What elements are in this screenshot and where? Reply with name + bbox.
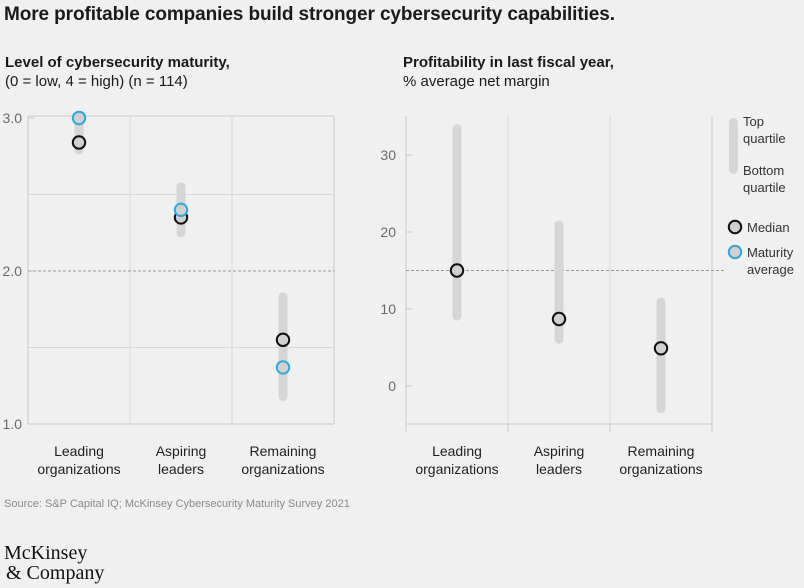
y-tick-label: 30 [380, 147, 396, 163]
legend-range-bar [729, 118, 738, 174]
x-tick-label: Remaining [628, 443, 695, 459]
legend-bottom-quartile-label-2: quartile [743, 180, 786, 195]
x-tick-label: Leading [54, 443, 104, 459]
legend-top-quartile-label: Top [743, 114, 764, 129]
source-note: Source: S&P Capital IQ; McKinsey Cyberse… [4, 498, 350, 510]
legend-top-quartile-label-2: quartile [743, 131, 786, 146]
legend: Top quartile Bottom quartile Median Matu… [727, 114, 794, 277]
y-tick-label: 2.0 [3, 263, 23, 279]
median-marker [653, 341, 669, 356]
x-tick-label: leaders [158, 461, 204, 477]
maturity-panel-title: Level of cybersecurity maturity, [5, 54, 230, 71]
median-marker [449, 263, 465, 278]
y-tick-label: 10 [380, 301, 396, 317]
average-marker [71, 110, 87, 126]
x-tick-label: Aspiring [156, 443, 207, 459]
y-tick-label: 0 [388, 378, 396, 394]
legend-median-label: Median [747, 220, 790, 235]
profitability-panel-subtitle: % average net margin [403, 73, 550, 90]
mckinsey-logo: McKinsey & Company [4, 543, 104, 583]
x-tick-label: leaders [536, 461, 582, 477]
average-marker [275, 360, 291, 375]
profitability-panel-title: Profitability in last fiscal year, [403, 54, 614, 71]
x-tick-label: Remaining [250, 443, 317, 459]
legend-average-label-2: average [747, 262, 794, 277]
profitability-chart: 0 10 20 30 Leading organizations Aspiring leade… [380, 116, 726, 477]
legend-bottom-quartile-label: Bottom [743, 163, 784, 178]
x-tick-label: Aspiring [534, 443, 585, 459]
median-marker [71, 135, 87, 150]
legend-average-label: Maturity [747, 245, 794, 260]
average-marker [173, 202, 189, 218]
maturity-panel-heading: Level of cybersecurity maturity, (0 = lo… [5, 53, 230, 91]
x-tick-label: organizations [619, 461, 702, 477]
range-bar [452, 124, 462, 321]
legend-median-marker [727, 219, 743, 235]
y-tick-label: 1.0 [3, 416, 23, 432]
maturity-panel-subtitle: (0 = low, 4 = high) (n = 114) [5, 73, 188, 90]
logo-line-1: McKinsey [4, 542, 88, 564]
profitability-panel-heading: Profitability in last fiscal year, % ave… [403, 53, 614, 91]
median-marker [551, 311, 567, 327]
chart-title: More profitable companies build stronger… [4, 4, 615, 25]
logo-line-2: & Company [6, 562, 105, 584]
maturity-chart: 1.0 2.0 3.0 Leading organizations Aspiring lea… [3, 110, 335, 477]
x-tick-label: organizations [37, 461, 120, 477]
legend-average-marker [727, 244, 743, 260]
x-tick-label: organizations [415, 461, 498, 477]
x-tick-label: Leading [432, 443, 482, 459]
y-tick-label: 3.0 [3, 110, 23, 126]
y-tick-label: 20 [380, 224, 396, 240]
x-tick-label: organizations [241, 461, 324, 477]
median-marker [275, 332, 291, 348]
